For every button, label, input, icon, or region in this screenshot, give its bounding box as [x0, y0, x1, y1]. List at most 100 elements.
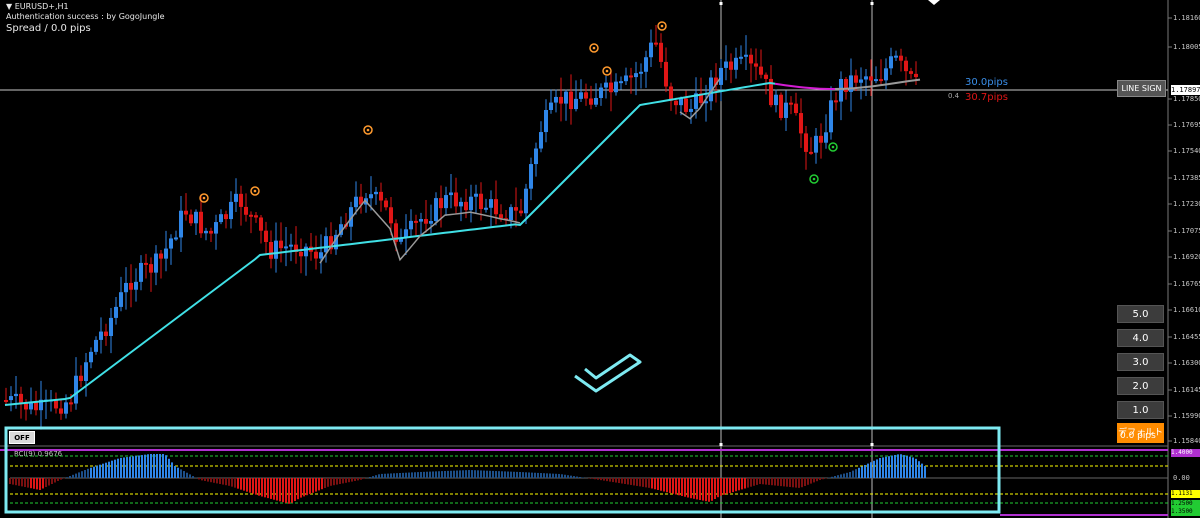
candle-body: [404, 229, 408, 238]
candle-body: [284, 246, 288, 249]
candle-body: [54, 399, 58, 409]
price-tick: 1.17385: [1173, 174, 1200, 182]
candle-body: [369, 194, 373, 199]
candle-body: [559, 96, 563, 104]
candle-body: [79, 375, 83, 381]
candle-body: [709, 77, 713, 102]
candle-body: [144, 262, 148, 265]
candle-body: [4, 400, 8, 402]
candle-body: [94, 339, 98, 352]
pips-down-label: 30.7pips: [965, 92, 1008, 103]
top-marker-triangle-icon: [928, 0, 940, 5]
candle-body: [59, 408, 63, 414]
candle-body: [109, 317, 113, 337]
line-sign-button[interactable]: LINE SIGN: [1117, 80, 1166, 97]
price-tick: 1.18005: [1173, 43, 1200, 51]
candle-body: [454, 192, 458, 207]
candle-body: [349, 207, 353, 227]
candle-body: [639, 71, 643, 74]
subwindow-green-tag: 1.2500: [1171, 500, 1200, 508]
candle-body: [554, 96, 558, 103]
candle-body: [274, 240, 278, 259]
candle-body: [774, 94, 778, 106]
candle-body: [534, 148, 538, 165]
sell-signal-icon: [657, 21, 667, 31]
candle-body: [864, 76, 868, 80]
candle-body: [544, 110, 548, 133]
subwindow-purple-tag: 1.4000: [1171, 449, 1200, 457]
candle-body: [164, 248, 168, 259]
level-button-1[interactable]: 1.0: [1117, 401, 1164, 419]
price-tick: 1.18160: [1173, 14, 1200, 22]
candle-body: [509, 207, 513, 221]
candle-body: [664, 61, 668, 87]
symbol-label: ▼ EURUSD+,H1: [6, 2, 69, 11]
candle-body: [799, 113, 803, 134]
buy-signal-dot: [812, 177, 816, 181]
candle-body: [874, 79, 878, 82]
level-button-4[interactable]: 4.0: [1117, 329, 1164, 347]
candle-body: [244, 206, 248, 215]
candle-body: [64, 402, 68, 414]
level-button-3[interactable]: 3.0: [1117, 353, 1164, 371]
candle-body: [704, 101, 708, 104]
price-tick: 1.17540: [1173, 147, 1200, 155]
candle-body: [759, 66, 763, 75]
price-tick: 1.16610: [1173, 306, 1200, 314]
candle-body: [174, 237, 178, 240]
vertical-line-handle: [870, 443, 874, 446]
price-tick: 1.17850: [1173, 95, 1200, 103]
sell-signal-dot: [366, 128, 370, 132]
candle-body: [624, 75, 628, 82]
candle-body: [269, 242, 273, 259]
magenta-moving-average-segment: [774, 82, 836, 90]
symbol-text: EURUSD+,H1: [14, 2, 69, 11]
price-tick: 1.15990: [1173, 412, 1200, 420]
candle-body: [339, 224, 343, 235]
candle-body: [869, 76, 873, 81]
candle-body: [479, 193, 483, 210]
candle-body: [324, 236, 328, 253]
toggle-off-button[interactable]: OFF: [9, 431, 35, 444]
candle-body: [134, 281, 138, 290]
candle-body: [579, 92, 583, 99]
candle-body: [644, 57, 648, 72]
sell-signal-icon: [199, 193, 209, 203]
candle-body: [824, 132, 828, 143]
candle-body: [229, 201, 233, 220]
candle-body: [524, 188, 528, 214]
candle-body: [564, 91, 568, 104]
dropdown-triangle-icon[interactable]: ▼: [6, 2, 13, 11]
candle-body: [29, 401, 33, 410]
candle-body: [889, 56, 893, 69]
candle-body: [529, 164, 533, 189]
candle-body: [569, 91, 573, 110]
candle-body: [574, 98, 578, 110]
candle-body: [654, 42, 658, 45]
candle-body: [744, 54, 748, 57]
candle-body: [169, 238, 173, 249]
default-button[interactable]: デフォルト: [1117, 423, 1164, 443]
buy-signal-dot: [831, 145, 835, 149]
candle-body: [749, 54, 753, 64]
level-button-5[interactable]: 5.0: [1117, 305, 1164, 323]
candle-body: [224, 214, 228, 220]
sell-signal-dot: [202, 196, 206, 200]
candle-body: [69, 402, 73, 405]
candle-body: [739, 56, 743, 59]
candle-body: [844, 78, 848, 92]
candle-body: [24, 402, 28, 410]
candle-body: [99, 331, 103, 340]
candle-body: [474, 193, 478, 197]
level-button-2[interactable]: 2.0: [1117, 377, 1164, 395]
candle-body: [334, 234, 338, 250]
candle-body: [789, 102, 793, 105]
oscillator-histogram: [0, 449, 1168, 516]
candle-body: [674, 100, 678, 106]
candle-body: [104, 331, 108, 337]
candle-body: [14, 393, 18, 397]
sell-signal-dot: [605, 69, 609, 73]
candle-body: [719, 67, 723, 85]
candle-body: [89, 351, 93, 363]
